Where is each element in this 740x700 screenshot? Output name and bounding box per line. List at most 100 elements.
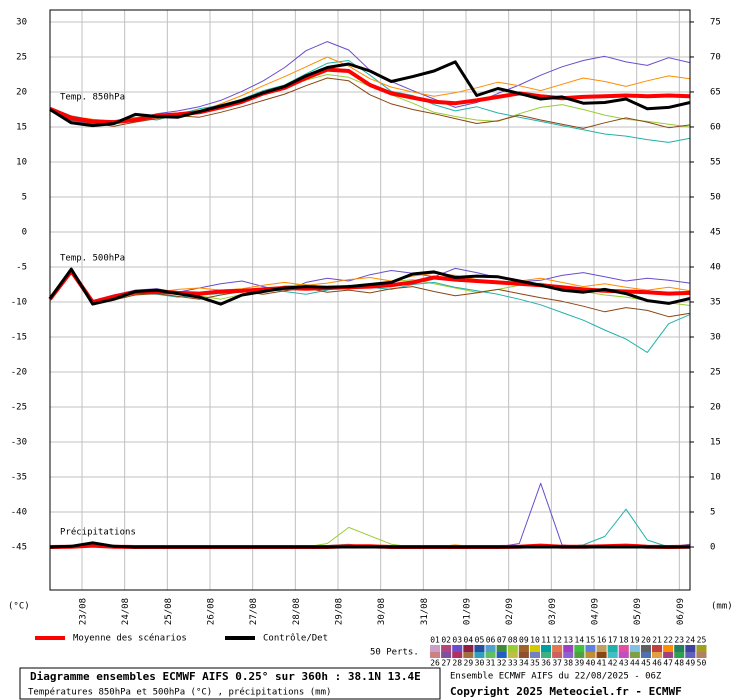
member-label: 27 bbox=[441, 659, 451, 668]
y-tick-label: -25 bbox=[11, 403, 27, 413]
member-swatch bbox=[618, 652, 629, 658]
member-swatch bbox=[430, 645, 441, 652]
member-swatch bbox=[518, 645, 529, 652]
panel-label: Temp. 500hPa bbox=[60, 254, 125, 264]
member-swatch bbox=[574, 645, 585, 652]
series-line bbox=[49, 541, 690, 549]
member-label: 36 bbox=[541, 659, 551, 668]
series-line bbox=[49, 60, 691, 128]
y2-tick-label: 25 bbox=[710, 368, 721, 378]
member-label: 21 bbox=[652, 636, 662, 645]
y2-tick-label: 0 bbox=[710, 543, 715, 553]
member-label: 29 bbox=[464, 659, 474, 668]
y-tick-label: 15 bbox=[16, 122, 27, 132]
y2-unit-label: (mm) bbox=[711, 602, 733, 612]
member-swatch bbox=[674, 645, 685, 652]
member-label: 01 bbox=[430, 636, 440, 645]
chart-title: Diagramme ensembles ECMWF AIFS 0.25° sur… bbox=[30, 670, 421, 683]
plot-frame bbox=[49, 9, 691, 591]
y-tick-label: 25 bbox=[16, 52, 27, 62]
x-tick-label: 24/08 bbox=[121, 598, 131, 625]
y2-tick-label: 15 bbox=[710, 438, 721, 448]
panel-label: Précipitations bbox=[60, 527, 136, 538]
x-tick-label: 27/08 bbox=[249, 598, 259, 625]
member-swatch bbox=[640, 652, 651, 658]
member-label: 05 bbox=[475, 636, 485, 645]
series-line bbox=[49, 60, 691, 143]
panel-label: Temp. 850hPa bbox=[60, 93, 125, 103]
member-label: 18 bbox=[619, 636, 629, 645]
y2-tick-label: 50 bbox=[710, 192, 721, 202]
member-label: 22 bbox=[663, 636, 673, 645]
member-label: 35 bbox=[530, 659, 540, 668]
member-swatch bbox=[496, 645, 507, 652]
member-label: 11 bbox=[541, 636, 551, 645]
member-swatch bbox=[441, 652, 452, 658]
x-tick-label: 02/09 bbox=[505, 598, 515, 625]
member-swatch bbox=[474, 652, 485, 658]
member-swatch bbox=[607, 645, 618, 652]
y-tick-label: 20 bbox=[16, 87, 27, 97]
members-label: 50 Perts. bbox=[370, 648, 419, 658]
member-label: 02 bbox=[441, 636, 451, 645]
legend-label: Moyenne des scénarios bbox=[73, 633, 187, 644]
member-label: 32 bbox=[497, 659, 507, 668]
member-swatch bbox=[452, 645, 463, 652]
x-tick-label: 04/09 bbox=[591, 598, 601, 625]
member-label: 07 bbox=[497, 636, 507, 645]
x-tick-label: 29/08 bbox=[335, 598, 345, 625]
member-swatch bbox=[629, 645, 640, 652]
member-label: 45 bbox=[641, 659, 651, 668]
y2-tick-label: 35 bbox=[710, 297, 721, 307]
member-swatch bbox=[552, 645, 563, 652]
y-tick-label: -15 bbox=[11, 332, 27, 342]
member-swatch bbox=[640, 645, 651, 652]
member-swatch bbox=[696, 652, 707, 658]
x-tick-label: 03/09 bbox=[548, 598, 558, 625]
member-swatch bbox=[552, 652, 563, 658]
y2-tick-label: 10 bbox=[710, 473, 721, 483]
member-swatch bbox=[674, 652, 685, 658]
member-label: 48 bbox=[674, 659, 684, 668]
member-label: 19 bbox=[630, 636, 640, 645]
member-swatch bbox=[541, 645, 552, 652]
x-tick-label: 31/08 bbox=[420, 598, 430, 625]
x-tick-label: 25/08 bbox=[164, 598, 174, 625]
run-label: Ensemble ECMWF AIFS du 22/08/2025 - 06Z bbox=[450, 672, 662, 682]
member-swatch bbox=[485, 645, 496, 652]
y-tick-label: -40 bbox=[11, 508, 27, 518]
y2-tick-label: 5 bbox=[710, 508, 715, 518]
x-tick-label: 05/09 bbox=[633, 598, 643, 625]
member-swatch bbox=[585, 652, 596, 658]
member-label: 31 bbox=[486, 659, 496, 668]
y-tick-label: -30 bbox=[11, 438, 27, 448]
member-label: 23 bbox=[674, 636, 684, 645]
member-label: 15 bbox=[586, 636, 596, 645]
member-swatch bbox=[663, 645, 674, 652]
y2-tick-label: 70 bbox=[710, 52, 721, 62]
member-label: 34 bbox=[519, 659, 529, 668]
member-label: 20 bbox=[641, 636, 651, 645]
member-label: 49 bbox=[686, 659, 696, 668]
member-label: 03 bbox=[452, 636, 462, 645]
member-label: 12 bbox=[552, 636, 562, 645]
member-swatch bbox=[518, 652, 529, 658]
member-label: 40 bbox=[586, 659, 596, 668]
y-tick-label: -35 bbox=[11, 473, 27, 483]
series-line bbox=[49, 77, 691, 129]
member-label: 25 bbox=[697, 636, 707, 645]
y2-tick-label: 20 bbox=[710, 403, 721, 413]
y-tick-label: -5 bbox=[16, 262, 27, 272]
member-label: 44 bbox=[630, 659, 640, 668]
member-swatch bbox=[696, 645, 707, 652]
legend-label: Contrôle/Det bbox=[263, 633, 328, 644]
member-label: 26 bbox=[430, 659, 440, 668]
y-tick-label: 10 bbox=[16, 157, 27, 167]
member-label: 42 bbox=[608, 659, 618, 668]
member-label: 47 bbox=[663, 659, 673, 668]
x-tick-label: 30/08 bbox=[377, 598, 387, 625]
y-tick-label: 5 bbox=[22, 192, 27, 202]
x-tick-label: 01/09 bbox=[463, 598, 473, 625]
